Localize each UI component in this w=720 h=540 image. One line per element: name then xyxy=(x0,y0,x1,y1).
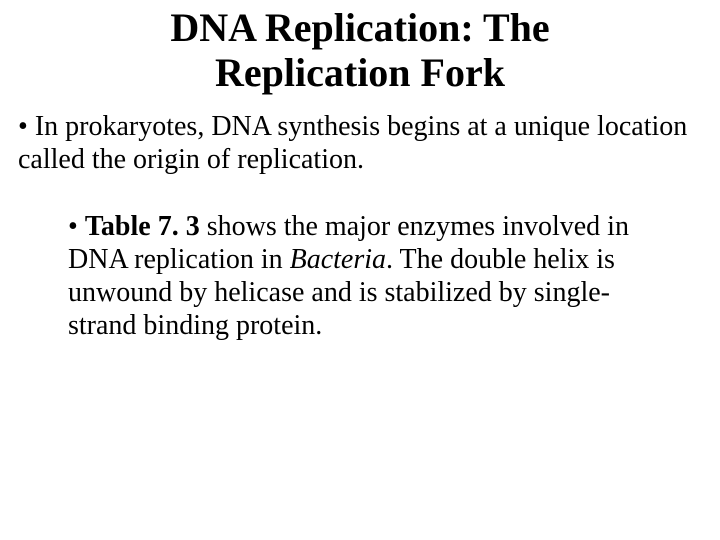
title-line-1: DNA Replication: The xyxy=(170,5,549,50)
bullet-2-marker: • xyxy=(68,211,85,242)
bullet-2-italic: Bacteria xyxy=(290,244,386,275)
bullet-level-2: • Table 7. 3 shows the major enzymes inv… xyxy=(68,210,632,342)
bullet-level-1: • In prokaryotes, DNA synthesis begins a… xyxy=(18,110,702,176)
bullet-1-marker: • xyxy=(18,111,35,142)
slide-title: DNA Replication: The Replication Fork xyxy=(18,6,702,96)
bullet-1-text: In prokaryotes, DNA synthesis begins at … xyxy=(18,111,687,175)
slide: DNA Replication: The Replication Fork • … xyxy=(0,0,720,540)
bullet-2-bold: Table 7. 3 xyxy=(85,211,200,242)
title-line-2: Replication Fork xyxy=(215,50,505,95)
